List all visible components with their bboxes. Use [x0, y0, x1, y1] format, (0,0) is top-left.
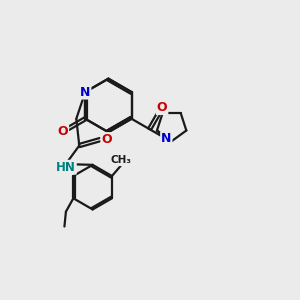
- Text: HN: HN: [56, 161, 76, 174]
- Text: O: O: [101, 133, 112, 146]
- Text: N: N: [161, 132, 172, 146]
- Text: N: N: [80, 85, 90, 98]
- Text: CH₃: CH₃: [110, 155, 131, 165]
- Text: O: O: [58, 125, 68, 138]
- Text: O: O: [157, 101, 167, 114]
